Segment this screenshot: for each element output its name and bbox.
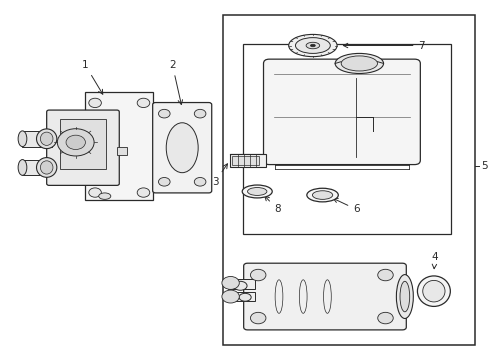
- Text: 8: 8: [264, 196, 280, 215]
- Ellipse shape: [242, 185, 272, 198]
- Circle shape: [158, 109, 170, 118]
- Circle shape: [89, 98, 101, 108]
- Ellipse shape: [166, 123, 198, 173]
- Text: 7: 7: [343, 41, 424, 50]
- Ellipse shape: [41, 161, 53, 174]
- Ellipse shape: [417, 276, 449, 306]
- Bar: [117, 147, 126, 155]
- Bar: [22, 159, 51, 175]
- Circle shape: [377, 312, 392, 324]
- Ellipse shape: [41, 132, 53, 145]
- Ellipse shape: [334, 53, 383, 73]
- Ellipse shape: [99, 193, 111, 199]
- FancyBboxPatch shape: [46, 110, 119, 185]
- Ellipse shape: [239, 293, 251, 301]
- Circle shape: [250, 269, 265, 281]
- Ellipse shape: [247, 188, 266, 195]
- Text: 5: 5: [480, 161, 487, 171]
- Ellipse shape: [305, 42, 319, 49]
- Ellipse shape: [422, 280, 444, 302]
- Circle shape: [66, 135, 85, 149]
- Circle shape: [222, 276, 239, 289]
- Circle shape: [194, 109, 205, 118]
- Bar: [232, 156, 258, 165]
- FancyBboxPatch shape: [152, 103, 211, 193]
- Ellipse shape: [37, 129, 57, 149]
- Text: 2: 2: [169, 60, 182, 104]
- Ellipse shape: [399, 281, 409, 312]
- Bar: [228, 279, 254, 289]
- Bar: [60, 119, 105, 169]
- Bar: [85, 92, 153, 200]
- Circle shape: [89, 188, 101, 197]
- FancyBboxPatch shape: [243, 263, 406, 330]
- Ellipse shape: [310, 44, 315, 47]
- Ellipse shape: [233, 281, 246, 290]
- Ellipse shape: [18, 159, 27, 175]
- Bar: [223, 15, 474, 345]
- Bar: [233, 292, 254, 301]
- Bar: [242, 44, 450, 234]
- Ellipse shape: [37, 158, 57, 177]
- Circle shape: [194, 177, 205, 186]
- FancyBboxPatch shape: [263, 59, 420, 165]
- Text: 6: 6: [333, 198, 359, 215]
- Bar: [22, 131, 51, 147]
- Text: 4: 4: [431, 252, 437, 269]
- Circle shape: [377, 269, 392, 281]
- Text: 1: 1: [82, 60, 102, 94]
- Ellipse shape: [341, 56, 377, 71]
- Ellipse shape: [312, 191, 332, 199]
- Bar: [229, 154, 265, 167]
- Ellipse shape: [295, 38, 329, 53]
- Circle shape: [137, 98, 149, 108]
- Ellipse shape: [18, 131, 27, 147]
- Circle shape: [250, 312, 265, 324]
- Circle shape: [137, 188, 149, 197]
- Circle shape: [57, 129, 94, 156]
- Text: 3: 3: [211, 164, 227, 187]
- Ellipse shape: [288, 35, 336, 57]
- Circle shape: [222, 290, 239, 303]
- Ellipse shape: [396, 275, 412, 319]
- Ellipse shape: [306, 188, 338, 202]
- Circle shape: [158, 177, 170, 186]
